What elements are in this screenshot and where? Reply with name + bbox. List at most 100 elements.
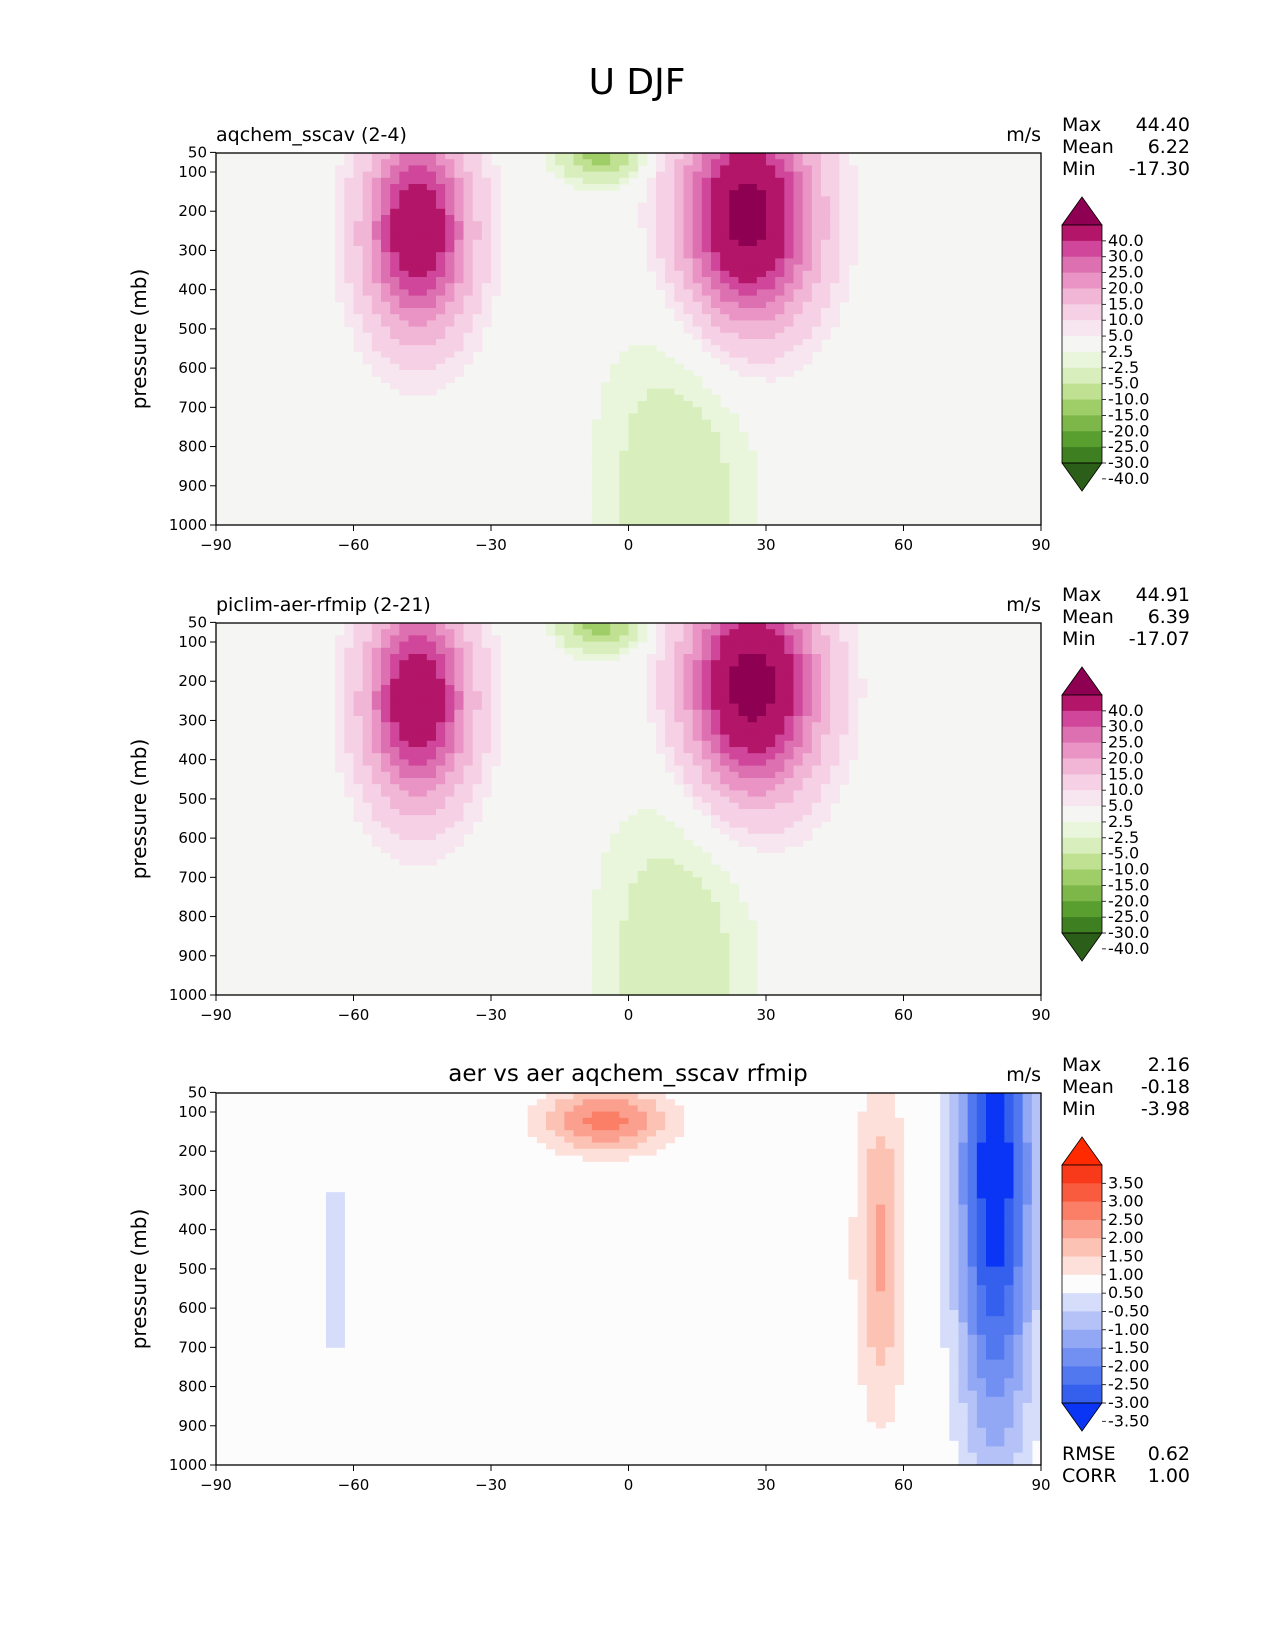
contour-cell (876, 1372, 886, 1379)
contour-cell (766, 159, 776, 166)
contour-cell (417, 778, 428, 785)
contour-cell (417, 784, 428, 791)
contour-cell (894, 1266, 905, 1274)
contour-cell (711, 196, 721, 204)
contour-cell (408, 654, 419, 661)
contour-cell (784, 320, 795, 328)
contour-cell (601, 1124, 611, 1131)
contour-cell (335, 1204, 345, 1212)
contour-cell (390, 363, 400, 371)
contour-cell (802, 635, 813, 643)
contour-cell (885, 1260, 895, 1268)
contour-cell (830, 685, 840, 692)
contour-cell (683, 945, 694, 953)
contour-cell (683, 647, 694, 655)
contour-cell (591, 1105, 602, 1113)
contour-cell (958, 1285, 969, 1292)
contour-cell (463, 308, 474, 315)
contour-cell (784, 647, 795, 655)
contour-cell (848, 740, 859, 748)
colorbar-extend-max (1061, 666, 1103, 696)
contour-cell (701, 177, 712, 185)
contour-cell (967, 1223, 978, 1230)
contour-cell (775, 709, 785, 717)
contour-cell (1022, 1248, 1033, 1255)
contour-cell (665, 289, 675, 297)
contour-cell (692, 277, 703, 284)
contour-cell (371, 660, 382, 667)
contour-cell (995, 1124, 1005, 1131)
contour-cell (701, 475, 712, 483)
contour-cell (555, 1093, 565, 1100)
contour-cell (949, 1291, 960, 1299)
contour-cell (1004, 1446, 1015, 1454)
contour-cell (371, 691, 382, 698)
contour-cell (601, 494, 611, 501)
contour-cell (830, 308, 840, 315)
contour-cell (674, 877, 685, 884)
contour-cell (701, 920, 712, 928)
contour-cell (1022, 1334, 1033, 1342)
contour-cell (857, 1217, 868, 1224)
contour-cell (335, 1266, 345, 1274)
stat-mean-value: -0.18 (1141, 1076, 1190, 1098)
contour-cell (1022, 1173, 1033, 1181)
contour-cell (646, 518, 657, 526)
contour-cell (967, 1266, 978, 1274)
contour-cell (738, 215, 749, 222)
contour-cell (986, 1458, 996, 1466)
contour-cell (362, 227, 373, 235)
contour-cell (426, 771, 437, 779)
contour-cell (436, 177, 446, 185)
contour-cell (683, 753, 694, 760)
contour-cell (811, 215, 822, 222)
y-tick-label: 200 (178, 202, 207, 220)
contour-cell (738, 227, 749, 235)
contour-cell (637, 1099, 648, 1106)
contour-cell (463, 190, 474, 197)
contour-cell (417, 846, 428, 853)
contour-cell (756, 339, 767, 346)
contour-cell (793, 363, 804, 371)
contour-cell (683, 469, 694, 476)
contour-cell (766, 289, 776, 297)
contour-cell (711, 177, 721, 185)
contour-cell (729, 159, 740, 166)
contour-cell (491, 722, 501, 729)
contour-cell (463, 678, 474, 686)
contour-cell (610, 382, 620, 390)
contour-cell (601, 889, 611, 897)
contour-cell (701, 227, 712, 235)
contour-cell (619, 970, 630, 977)
contour-cell (692, 270, 703, 278)
contour-cell (683, 184, 694, 191)
contour-cell (601, 463, 611, 470)
contour-cell (656, 914, 666, 922)
contour-cell (408, 208, 419, 216)
contour-cell (408, 159, 419, 166)
contour-cell (335, 1328, 345, 1336)
contour-cell (784, 753, 795, 760)
contour-cell (335, 1217, 345, 1224)
contour-cell (756, 685, 767, 692)
contour-cell (591, 914, 602, 922)
contour-cell (335, 1260, 345, 1268)
contour-cell (656, 871, 666, 878)
contour-cell (326, 1210, 336, 1218)
contour-cell (362, 691, 373, 698)
contour-cell (738, 264, 749, 272)
contour-cell (408, 345, 419, 352)
contour-cell (1031, 1266, 1042, 1274)
contour-cell (729, 487, 740, 495)
contour-cell (848, 703, 859, 711)
contour-cell (775, 320, 785, 328)
contour-cell (656, 208, 666, 216)
contour-cell (802, 283, 813, 290)
colorbar-tick-label: -40.0 (1108, 469, 1149, 488)
contour-cell (995, 1186, 1005, 1193)
contour-cell (830, 289, 840, 297)
colorbar-swatch (1062, 1384, 1102, 1404)
contour-cell (665, 914, 675, 922)
contour-cell (674, 295, 685, 303)
contour-cell (555, 1136, 565, 1144)
